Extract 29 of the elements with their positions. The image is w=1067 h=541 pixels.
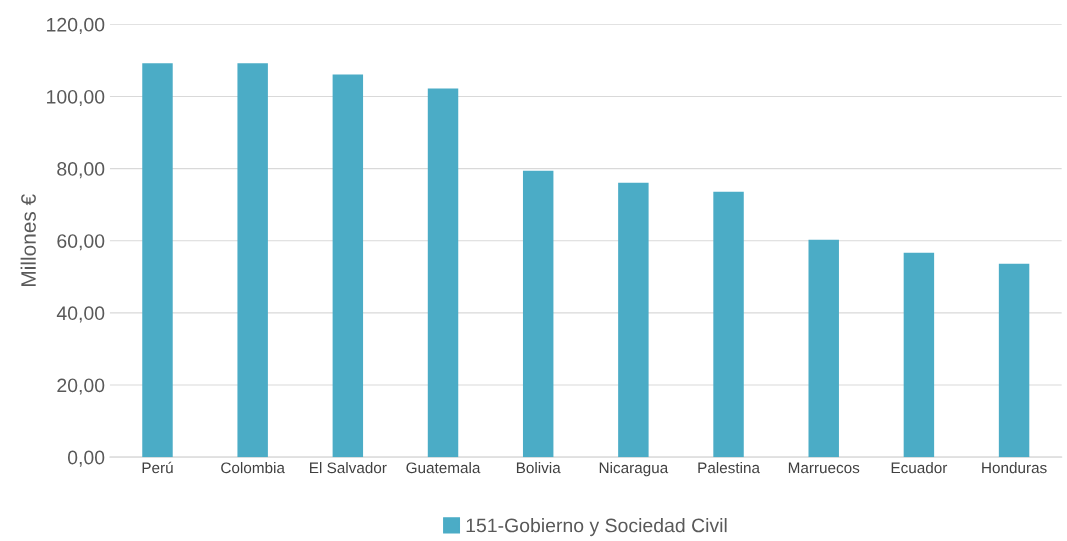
x-tick-label: Honduras — [982, 462, 1047, 474]
bar — [808, 239, 839, 458]
x-tick-label: Ecuador — [891, 462, 948, 474]
x-tick-label: El Salvador — [310, 462, 387, 474]
legend-label: 151-Gobierno y Sociedad Civil — [466, 518, 727, 537]
bar — [332, 74, 364, 458]
bar — [142, 63, 173, 458]
y-tick-label: 0,00 — [67, 450, 105, 467]
x-tick-label: Perú — [142, 461, 173, 474]
bar — [713, 191, 744, 458]
x-tick-label: Marruecos — [788, 462, 860, 474]
y-axis-title: Millones € — [20, 194, 36, 286]
x-tick-label: Bolivia — [516, 462, 561, 474]
bar — [522, 170, 554, 458]
y-tick-label: 120,00 — [47, 17, 105, 34]
y-tick-label: 100,00 — [47, 89, 105, 107]
y-tick-label: 40,00 — [56, 306, 105, 323]
bar — [237, 63, 268, 458]
bar — [618, 182, 649, 458]
bar — [427, 88, 459, 458]
bar — [903, 252, 935, 458]
y-tick-label: 20,00 — [57, 378, 105, 395]
y-tick-label: 60,00 — [57, 234, 105, 251]
x-tick-label: Colombia — [221, 462, 285, 474]
x-tick-label: Nicaragua — [599, 462, 669, 477]
bar — [998, 263, 1030, 458]
x-tick-label: Palestina — [698, 462, 760, 474]
x-tick-label: Guatemala — [406, 462, 481, 474]
y-tick-label: 80,00 — [57, 162, 105, 179]
